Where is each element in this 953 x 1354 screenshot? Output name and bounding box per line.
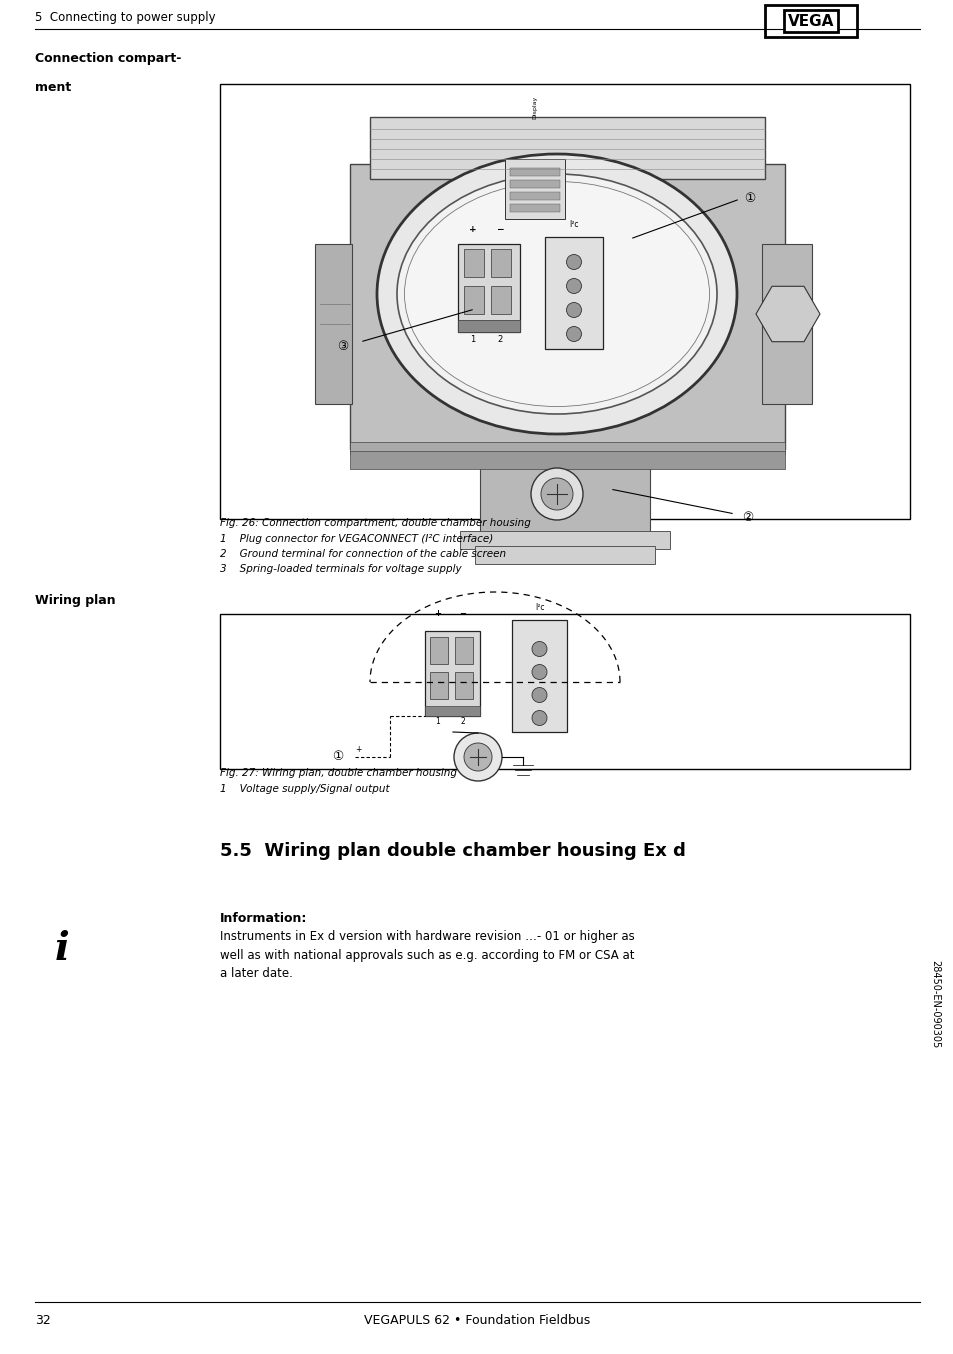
Text: ②: ② [741, 510, 753, 524]
Bar [544, 237, 602, 349]
Bar [479, 445, 649, 533]
Text: Fig. 27: Wiring plan, double chamber housing: Fig. 27: Wiring plan, double chamber hou… [220, 768, 456, 779]
Bar [455, 672, 473, 699]
Text: 3    Spring-loaded terminals for voltage supply: 3 Spring-loaded terminals for voltage su… [220, 565, 461, 574]
Circle shape [531, 468, 582, 520]
Ellipse shape [376, 154, 737, 435]
Bar [510, 192, 559, 200]
Bar [430, 672, 448, 699]
Bar [314, 244, 352, 403]
Bar [510, 180, 559, 188]
Text: ment: ment [35, 81, 71, 93]
Bar [370, 116, 764, 179]
Bar [512, 620, 566, 733]
Text: Instruments in Ex d version with hardware revision …- 01 or higher as
well as wi: Instruments in Ex d version with hardwar… [220, 930, 634, 980]
Text: −: − [459, 609, 466, 617]
Bar [424, 631, 479, 716]
Bar [491, 249, 511, 278]
Bar [350, 164, 784, 450]
Bar [463, 249, 483, 278]
Text: I²c: I²c [535, 603, 543, 612]
Bar [424, 705, 479, 716]
Circle shape [566, 279, 581, 294]
FancyBboxPatch shape [38, 907, 92, 982]
Text: ①: ① [332, 750, 343, 764]
Bar [510, 168, 559, 176]
Circle shape [532, 642, 546, 657]
Bar [430, 636, 448, 663]
Bar [475, 546, 655, 565]
Text: 1    Plug connector for VEGACONNECT (I²C interface): 1 Plug connector for VEGACONNECT (I²C in… [220, 533, 493, 544]
Text: +: + [469, 225, 476, 234]
Text: 2: 2 [497, 334, 502, 344]
Bar [455, 636, 473, 663]
Text: 5  Connecting to power supply: 5 Connecting to power supply [35, 11, 215, 24]
Text: I²c: I²c [569, 219, 578, 229]
Text: −: − [496, 225, 503, 234]
Text: VEGAPULS 62 • Foundation Fieldbus: VEGAPULS 62 • Foundation Fieldbus [363, 1313, 590, 1327]
Text: Display: Display [532, 96, 537, 119]
Bar [459, 531, 669, 548]
Bar [504, 158, 564, 219]
Bar [457, 320, 519, 332]
Text: ①: ① [743, 192, 755, 206]
Ellipse shape [404, 181, 709, 406]
Bar [350, 451, 784, 468]
Text: 5.5  Wiring plan double chamber housing Ex d: 5.5 Wiring plan double chamber housing E… [220, 842, 685, 860]
Bar [350, 441, 784, 454]
Text: 1: 1 [436, 718, 440, 726]
Text: Connection compart-: Connection compart- [35, 51, 181, 65]
Bar [761, 244, 811, 403]
Circle shape [532, 711, 546, 726]
Circle shape [566, 326, 581, 341]
Text: VEGA: VEGA [787, 14, 833, 28]
Circle shape [532, 688, 546, 703]
Circle shape [566, 302, 581, 317]
Circle shape [454, 733, 501, 781]
Circle shape [566, 255, 581, 269]
Text: i: i [54, 930, 70, 968]
Text: Information:: Information: [220, 913, 307, 925]
Text: Fig. 26: Connection compartment, double chamber housing: Fig. 26: Connection compartment, double … [220, 519, 530, 528]
Text: +: + [355, 745, 361, 754]
Text: Wiring plan: Wiring plan [35, 594, 115, 607]
Bar [510, 204, 559, 213]
Text: 28450-EN-090305: 28450-EN-090305 [929, 960, 939, 1048]
Text: +: + [434, 609, 441, 617]
Circle shape [532, 665, 546, 680]
Bar [491, 286, 511, 314]
Text: ③: ③ [337, 340, 348, 352]
Text: 32: 32 [35, 1313, 51, 1327]
Bar [463, 286, 483, 314]
Text: 1    Voltage supply/Signal output: 1 Voltage supply/Signal output [220, 784, 389, 793]
Circle shape [540, 478, 573, 510]
Bar [220, 613, 909, 769]
Bar [764, 5, 856, 37]
Bar [457, 244, 519, 332]
Text: 2    Ground terminal for connection of the cable screen: 2 Ground terminal for connection of the … [220, 548, 506, 559]
Ellipse shape [396, 175, 717, 414]
Text: 2: 2 [460, 718, 465, 726]
Bar [220, 84, 909, 519]
Text: 1: 1 [470, 334, 476, 344]
Circle shape [463, 743, 492, 770]
